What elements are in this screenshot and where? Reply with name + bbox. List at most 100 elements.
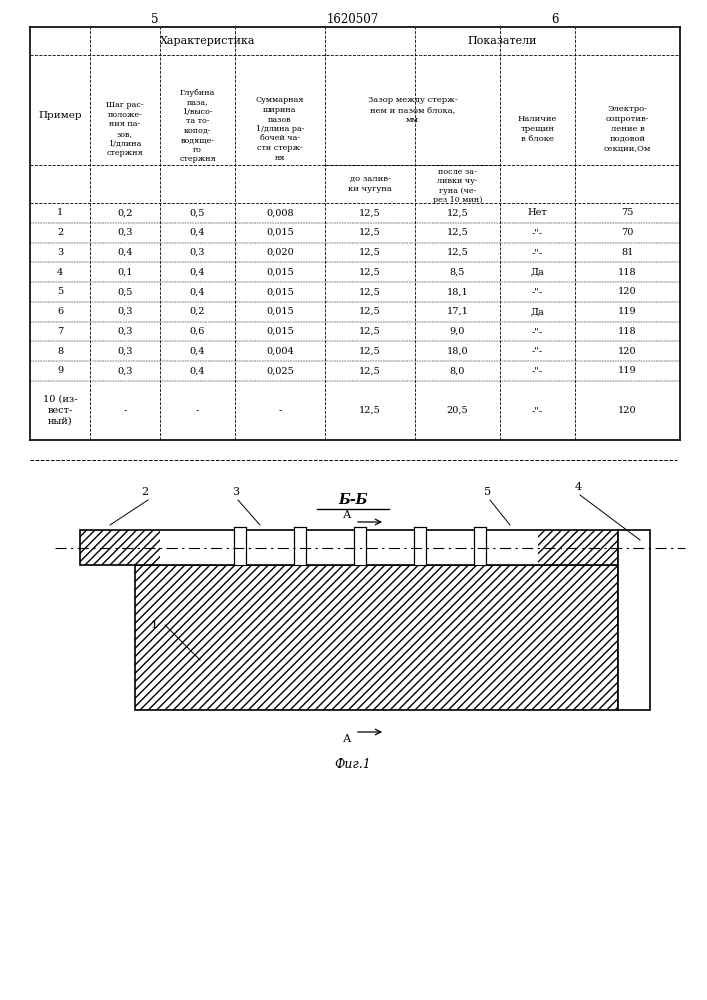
Text: 1: 1 [151,620,158,630]
Text: 0,004: 0,004 [266,347,294,356]
Text: 6: 6 [551,13,559,26]
Bar [80,530,160,565]
Text: до залив-
ки чугуна: до залив- ки чугуна [348,175,392,193]
Bar [135,565,618,710]
Text: 8,5: 8,5 [450,268,465,277]
Text: 70: 70 [621,228,633,237]
Text: -: - [279,406,281,415]
Text: Электро-
сопротив-
ление в
подовой
секции,Ом: Электро- сопротив- ление в подовой секци… [604,105,651,153]
Text: 0,015: 0,015 [266,287,294,296]
Text: 118: 118 [618,268,637,277]
Text: Показатели: Показатели [468,36,537,46]
Text: 12,5: 12,5 [447,208,468,217]
Bar [414,527,426,565]
Bar [80,530,618,565]
Text: -"-: -"- [532,248,543,257]
Text: 5: 5 [484,487,491,497]
Text: 12,5: 12,5 [359,208,381,217]
Text: 12,5: 12,5 [359,307,381,316]
Text: 9: 9 [57,366,63,375]
Text: -"-: -"- [532,406,543,415]
Text: 12,5: 12,5 [359,347,381,356]
Text: 81: 81 [621,248,633,257]
Text: 8,0: 8,0 [450,366,465,375]
Text: 120: 120 [618,287,637,296]
Text: Пример: Пример [38,110,82,119]
Text: 18,1: 18,1 [447,287,468,296]
Text: 10 (из-
вест-
ный): 10 (из- вест- ный) [42,395,77,426]
Text: Б-Б: Б-Б [338,493,368,507]
Text: Да: Да [531,268,544,277]
Text: 3: 3 [57,248,63,257]
Text: 0,5: 0,5 [189,208,205,217]
Text: 0,6: 0,6 [189,327,205,336]
Text: 4: 4 [574,482,582,492]
Text: 12,5: 12,5 [447,228,468,237]
Text: А: А [343,510,351,520]
Text: 120: 120 [618,406,637,415]
Text: после за-
ливки чу-
гуна (че-
рез 10 мин): после за- ливки чу- гуна (че- рез 10 мин… [433,168,482,204]
Text: -: - [196,406,199,415]
Text: 0,015: 0,015 [266,327,294,336]
Bar [474,527,486,565]
Text: 12,5: 12,5 [447,248,468,257]
Text: 118: 118 [618,327,637,336]
Text: 0,3: 0,3 [117,327,133,336]
Text: 5: 5 [57,287,63,296]
Text: -"-: -"- [532,287,543,296]
Text: 0,3: 0,3 [117,307,133,316]
Bar [354,527,366,565]
Text: 0,2: 0,2 [117,208,133,217]
Text: 0,015: 0,015 [266,307,294,316]
Text: 12,5: 12,5 [359,268,381,277]
Text: 1620507: 1620507 [327,13,379,26]
Text: 0,5: 0,5 [117,287,133,296]
Text: 0,025: 0,025 [266,366,294,375]
Text: -"-: -"- [532,228,543,237]
Text: 3: 3 [233,487,240,497]
Bar [135,565,618,710]
Text: 0,4: 0,4 [189,366,205,375]
Text: 0,2: 0,2 [189,307,205,316]
Text: 20,5: 20,5 [447,406,468,415]
Text: 0,020: 0,020 [266,248,294,257]
Text: 0,015: 0,015 [266,228,294,237]
Text: Нет: Нет [527,208,547,217]
Text: Суммарная
ширина
пазов
1/длина ра-
бочей ча-
сти стерж-
ня: Суммарная ширина пазов 1/длина ра- бочей… [256,97,304,161]
Text: 0,3: 0,3 [117,228,133,237]
Text: 6: 6 [57,307,63,316]
Text: Да: Да [531,307,544,316]
Bar [538,530,618,565]
Text: 5: 5 [151,13,159,26]
Text: 0,015: 0,015 [266,268,294,277]
Text: 2: 2 [141,487,148,497]
Text: 0,4: 0,4 [189,287,205,296]
Text: 119: 119 [618,307,637,316]
Text: 0,4: 0,4 [189,228,205,237]
Text: 119: 119 [618,366,637,375]
Text: Фиг.1: Фиг.1 [334,758,371,772]
Text: 0,4: 0,4 [189,268,205,277]
Text: 0,3: 0,3 [189,248,205,257]
Text: 2: 2 [57,228,63,237]
Bar [294,527,306,565]
Text: 12,5: 12,5 [359,248,381,257]
Text: 75: 75 [621,208,633,217]
Text: Характеристика: Характеристика [160,36,255,46]
Text: 9,0: 9,0 [450,327,465,336]
Text: 0,008: 0,008 [267,208,294,217]
Text: 12,5: 12,5 [359,327,381,336]
Text: -"-: -"- [532,347,543,356]
Text: А: А [343,734,351,744]
Text: 0,4: 0,4 [117,248,133,257]
Text: 0,1: 0,1 [117,268,133,277]
Text: Наличие
трещин
в блоке: Наличие трещин в блоке [518,115,557,143]
Bar [618,530,650,710]
Text: 12,5: 12,5 [359,366,381,375]
Text: -"-: -"- [532,327,543,336]
Text: -"-: -"- [532,366,543,375]
Text: 12,5: 12,5 [359,228,381,237]
Text: 4: 4 [57,268,63,277]
Text: 7: 7 [57,327,63,336]
Text: 12,5: 12,5 [359,406,381,415]
